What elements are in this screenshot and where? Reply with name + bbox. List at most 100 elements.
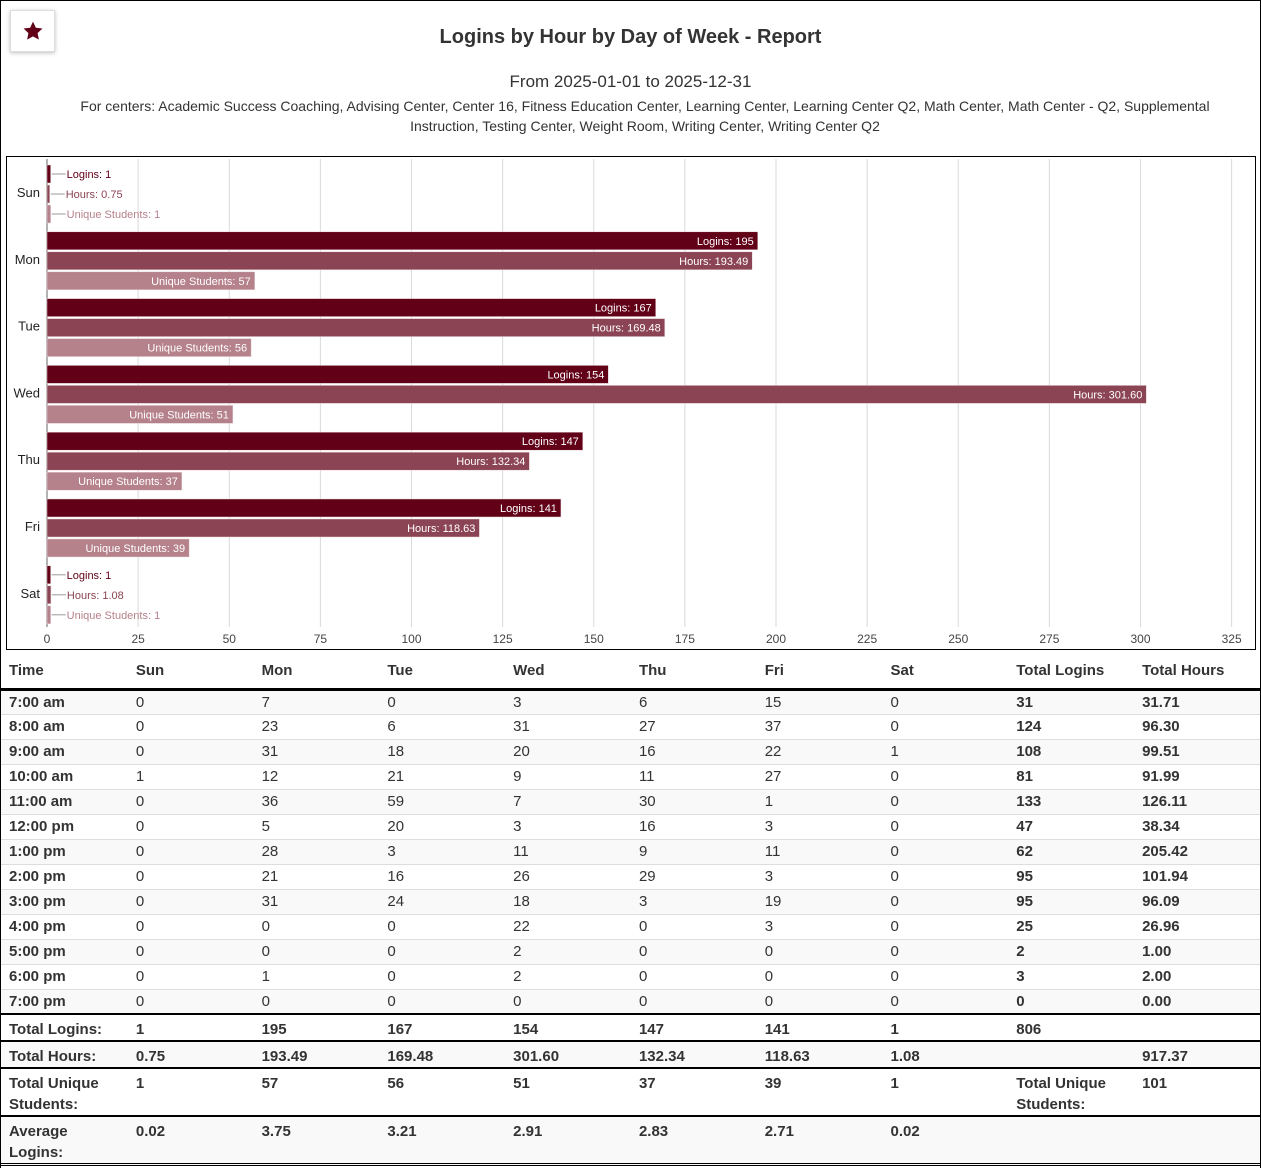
total-unique-row: Total Unique Students: 1 57 56 51 37 39 1 Total … [1, 1067, 1260, 1116]
day-cell: 0 [127, 788, 254, 814]
column-header: Total Logins [1008, 654, 1135, 691]
day-cell: 6 [379, 713, 506, 739]
day-cell: 0 [882, 788, 1009, 814]
x-tick-label: 275 [1039, 632, 1059, 646]
total-logins-cell: 31 [1008, 688, 1135, 714]
favorite-button[interactable] [10, 10, 55, 52]
data-label: Unique Students: 1 [67, 209, 161, 221]
bar-logins [46, 565, 51, 585]
day-cell: 3 [756, 813, 883, 839]
total-hours-cell: 96.30 [1134, 713, 1260, 739]
data-label: Hours: 193.49 [679, 256, 748, 268]
total-hours-cell: 1.00 [1134, 938, 1260, 964]
column-header: Fri [756, 654, 883, 691]
average-cell: 2.83 [630, 1115, 757, 1166]
bar-unique-students [46, 471, 183, 491]
day-cell: 22 [505, 913, 631, 939]
data-label: Logins: 167 [595, 303, 652, 315]
day-cell: 0 [756, 963, 883, 989]
x-tick-label: 100 [401, 632, 421, 646]
day-cell: 3 [630, 888, 757, 914]
empty-cell [1008, 1115, 1135, 1166]
table-row: 5:00 pm 0 0 0 2 0 0 0 2 1.00 [1, 938, 1260, 964]
table-header-row: Time Sun Mon Tue Wed Thu Fri Sat Total Logins Tot… [1, 654, 1260, 691]
total-cell: 56 [379, 1067, 506, 1116]
day-cell: 0 [630, 963, 757, 989]
total-cell: 118.63 [756, 1040, 883, 1068]
day-cell: 21 [253, 863, 380, 889]
grand-total-logins: 806 [1008, 1013, 1135, 1041]
average-logins-row: Average Logins: 0.02 3.75 3.21 2.91 2.83 2.71 0… [1, 1115, 1260, 1166]
data-label: Unique Students: 37 [78, 476, 178, 488]
total-logins-cell: 95 [1008, 863, 1135, 889]
table-row: 12:00 pm 0 5 20 3 16 3 0 47 38.34 [1, 813, 1260, 839]
time-cell: 7:00 am [1, 688, 128, 714]
x-tick-label: 300 [1130, 632, 1150, 646]
day-cell: 15 [756, 688, 883, 714]
bar-hours [46, 585, 52, 605]
data-label: Hours: 301.60 [1073, 389, 1142, 401]
day-cell: 0 [882, 813, 1009, 839]
data-label: Logins: 147 [522, 436, 579, 448]
empty-cell [1008, 1040, 1135, 1068]
day-cell: 16 [379, 863, 506, 889]
total-cell: 141 [756, 1013, 883, 1041]
bar-logins [46, 365, 609, 384]
total-cell: 39 [756, 1067, 883, 1116]
total-cell: 154 [505, 1013, 631, 1041]
x-tick-label: 325 [1222, 632, 1242, 646]
data-label: Unique Students: 56 [147, 343, 247, 355]
table-row: 11:00 am 0 36 59 7 30 1 0 133 126.11 [1, 788, 1260, 814]
average-cell: 3.21 [379, 1115, 506, 1166]
table-row: 7:00 pm 0 0 0 0 0 0 0 0 0.00 [1, 988, 1260, 1014]
bar-hours [46, 184, 50, 204]
day-cell: 36 [253, 788, 380, 814]
day-cell: 29 [630, 863, 757, 889]
day-cell: 1 [756, 788, 883, 814]
day-cell: 0 [882, 963, 1009, 989]
day-cell: 0 [253, 913, 380, 939]
day-cell: 18 [505, 888, 631, 914]
day-cell: 28 [253, 838, 380, 864]
total-logins-cell: 3 [1008, 963, 1135, 989]
bar-hours [46, 518, 480, 538]
day-cell: 31 [253, 888, 380, 914]
day-cell: 0 [882, 888, 1009, 914]
total-logins-row: Total Logins: 1 195 167 154 147 141 1 806 [1, 1013, 1260, 1041]
x-tick-label: 125 [493, 632, 513, 646]
total-cell: 1 [127, 1013, 254, 1041]
row-label: Total Hours: [1, 1040, 128, 1068]
day-cell: 16 [630, 738, 757, 764]
day-cell: 11 [756, 838, 883, 864]
total-hours-cell: 0.00 [1134, 988, 1260, 1014]
total-logins-cell: 62 [1008, 838, 1135, 864]
bar-unique-students [46, 338, 252, 357]
time-cell: 10:00 am [1, 763, 128, 789]
day-cell: 26 [505, 863, 631, 889]
day-cell: 0 [379, 988, 506, 1014]
x-tick-label: 250 [948, 632, 968, 646]
average-cell: 2.71 [756, 1115, 883, 1166]
category-label: Sun [17, 185, 40, 200]
bar-chart: 0 25 50 75 100 125 150 175 200 225 250 275 300 325 Sun… [6, 156, 1256, 650]
date-range: From 2025-01-01 to 2025-12-31 [509, 72, 752, 91]
data-label: Logins: 1 [67, 169, 112, 181]
data-label: Hours: 169.48 [592, 323, 661, 335]
data-label: Logins: 195 [697, 236, 754, 248]
total-hours-cell: 31.71 [1134, 688, 1260, 714]
day-cell: 16 [630, 813, 757, 839]
total-cell: 1 [882, 1067, 1009, 1116]
day-cell: 3 [505, 813, 631, 839]
x-tick-label: 50 [223, 632, 237, 646]
day-cell: 0 [882, 988, 1009, 1014]
table-row: 1:00 pm 0 28 3 11 9 11 0 62 205.42 [1, 838, 1260, 864]
day-cell: 0 [379, 938, 506, 964]
day-cell: 31 [505, 713, 631, 739]
day-cell: 0 [127, 863, 254, 889]
day-cell: 0 [127, 913, 254, 939]
day-cell: 27 [756, 763, 883, 789]
day-cell: 0 [127, 738, 254, 764]
row-label: Total Unique Students: [1, 1067, 128, 1116]
total-hours-cell: 205.42 [1134, 838, 1260, 864]
grand-total-hours: 917.37 [1134, 1040, 1260, 1068]
